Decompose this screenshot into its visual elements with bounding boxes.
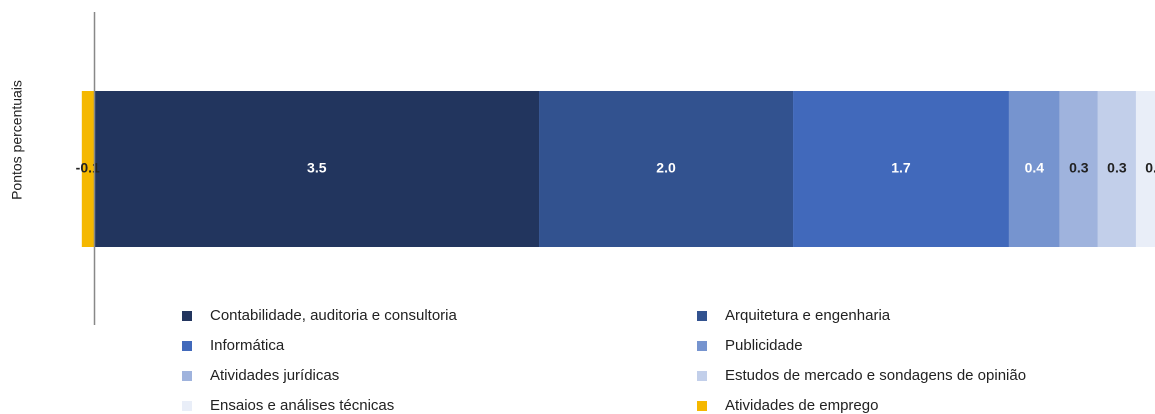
legend-swatch [697, 371, 707, 381]
legend-swatch [182, 371, 192, 381]
legend-swatch [182, 401, 192, 411]
legend-label: Atividades de emprego [725, 397, 878, 414]
legend-label: Atividades jurídicas [210, 367, 339, 384]
data-label: 3.5 [307, 160, 327, 176]
bar-segment [539, 91, 794, 247]
legend-swatch [182, 311, 192, 321]
legend-label: Arquitetura e engenharia [725, 307, 891, 324]
bar-segment [1097, 91, 1136, 247]
legend-label: Informática [210, 337, 285, 354]
data-label: 1.7 [891, 160, 911, 176]
data-label: 0.4 [1025, 160, 1045, 176]
bar-segment [94, 91, 540, 247]
y-axis-label: Pontos percentuais [9, 80, 25, 200]
legend-swatch [182, 341, 192, 351]
bar-segment [81, 91, 95, 247]
bar-segment [1135, 91, 1155, 247]
legend-swatch [697, 401, 707, 411]
legend-label: Estudos de mercado e sondagens de opiniã… [725, 367, 1026, 384]
legend-swatch [697, 341, 707, 351]
bar-segment [1059, 91, 1098, 247]
data-label: 0.3 [1145, 160, 1155, 176]
data-label: 0.3 [1107, 160, 1127, 176]
legend-swatch [697, 311, 707, 321]
data-label: 2.0 [656, 160, 676, 176]
bar-segment [1008, 91, 1060, 247]
data-label: 0.3 [1069, 160, 1089, 176]
bar-segment [793, 91, 1009, 247]
legend-label: Ensaios e análises técnicas [210, 397, 394, 414]
legend-label: Publicidade [725, 337, 803, 354]
legend-label: Contabilidade, auditoria e consultoria [210, 307, 457, 324]
data-label: -0.1 [76, 160, 100, 176]
